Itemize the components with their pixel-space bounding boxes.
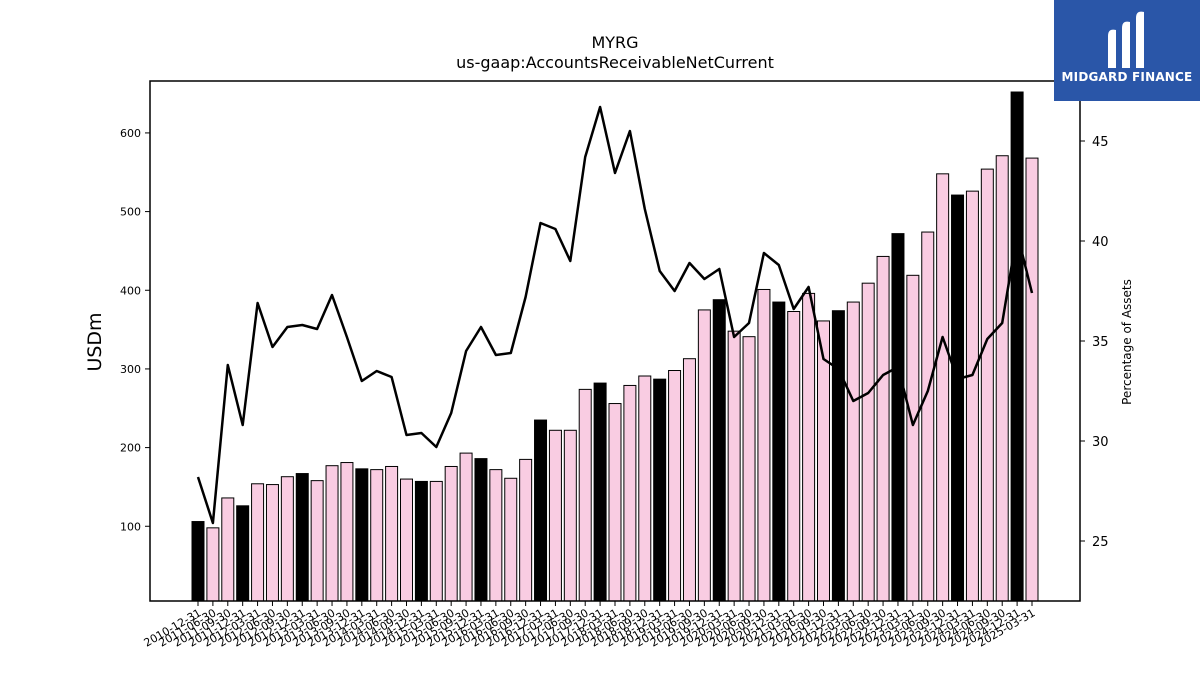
bar bbox=[444, 465, 458, 602]
bar bbox=[846, 301, 860, 602]
bar bbox=[191, 521, 205, 602]
bar bbox=[414, 480, 428, 602]
x-tick-labels: 2010-12-312011-06-302011-09-302011-12-31… bbox=[142, 601, 1038, 650]
bar bbox=[712, 299, 726, 602]
y2-tick-label: 30 bbox=[1092, 435, 1109, 450]
bar bbox=[265, 484, 279, 602]
bar bbox=[623, 384, 637, 602]
chart-subtitle: us-gaap:AccountsReceivableNetCurrent bbox=[456, 53, 774, 72]
y-tick-label: 600 bbox=[120, 127, 141, 140]
bar bbox=[757, 288, 771, 602]
bar bbox=[921, 231, 935, 602]
bar bbox=[653, 378, 667, 602]
bar bbox=[593, 382, 607, 602]
bar bbox=[936, 173, 950, 602]
bar bbox=[668, 370, 682, 602]
bar bbox=[891, 233, 905, 602]
bar bbox=[876, 255, 890, 602]
bar bbox=[548, 429, 562, 602]
bar bbox=[697, 309, 711, 602]
bar bbox=[325, 465, 339, 602]
bar bbox=[1025, 157, 1039, 602]
y2-tick-label: 35 bbox=[1092, 335, 1109, 350]
bar bbox=[742, 336, 756, 602]
y2-tick-label: 25 bbox=[1092, 535, 1109, 550]
y-tick-label: 200 bbox=[120, 442, 141, 455]
brand-logo: MIDGARD FINANCE bbox=[1054, 0, 1200, 101]
bar bbox=[519, 458, 533, 602]
bar bbox=[504, 477, 518, 602]
bar bbox=[965, 190, 979, 602]
y-axis-label: USDm bbox=[84, 312, 106, 371]
y-tick-label: 400 bbox=[120, 284, 141, 297]
bar bbox=[221, 497, 235, 602]
y-tick-label: 100 bbox=[120, 520, 141, 533]
bar bbox=[563, 429, 577, 602]
y2-tick-label: 40 bbox=[1092, 235, 1109, 250]
bar bbox=[861, 282, 875, 602]
y-tick-label: 300 bbox=[120, 363, 141, 376]
bar bbox=[578, 388, 592, 602]
bar bbox=[831, 310, 845, 602]
bar bbox=[727, 330, 741, 602]
chart-title: MYRG bbox=[591, 33, 638, 52]
bar bbox=[340, 462, 354, 602]
bar bbox=[370, 469, 384, 602]
bar bbox=[206, 527, 220, 602]
bar bbox=[682, 358, 696, 602]
bar bbox=[534, 419, 548, 602]
bar bbox=[385, 465, 399, 602]
bar bbox=[608, 403, 622, 602]
series-line bbox=[196, 105, 1034, 525]
bar bbox=[787, 310, 801, 602]
bar bbox=[802, 292, 816, 602]
y2-axis-label: Percentage of Assets bbox=[1120, 279, 1134, 405]
bar bbox=[1010, 91, 1024, 602]
bar bbox=[951, 194, 965, 602]
line-group bbox=[196, 105, 1034, 525]
bar bbox=[251, 483, 265, 602]
bar bbox=[772, 301, 786, 602]
y2-tick-label: 45 bbox=[1092, 135, 1109, 150]
bar bbox=[474, 458, 488, 602]
bar bbox=[295, 473, 309, 602]
logo-text: MIDGARD FINANCE bbox=[1061, 70, 1193, 84]
bar bbox=[236, 505, 250, 602]
bar bbox=[906, 274, 920, 602]
logo-mark-icon bbox=[1108, 11, 1144, 69]
bar bbox=[459, 452, 473, 602]
bar bbox=[310, 480, 324, 602]
bar bbox=[280, 476, 294, 602]
bar bbox=[400, 478, 413, 602]
bar bbox=[355, 468, 369, 602]
bar bbox=[995, 155, 1009, 602]
bar bbox=[638, 375, 652, 602]
bar bbox=[980, 168, 994, 602]
bar bbox=[429, 480, 443, 602]
bar bbox=[489, 469, 503, 602]
y-tick-label: 500 bbox=[120, 206, 141, 219]
